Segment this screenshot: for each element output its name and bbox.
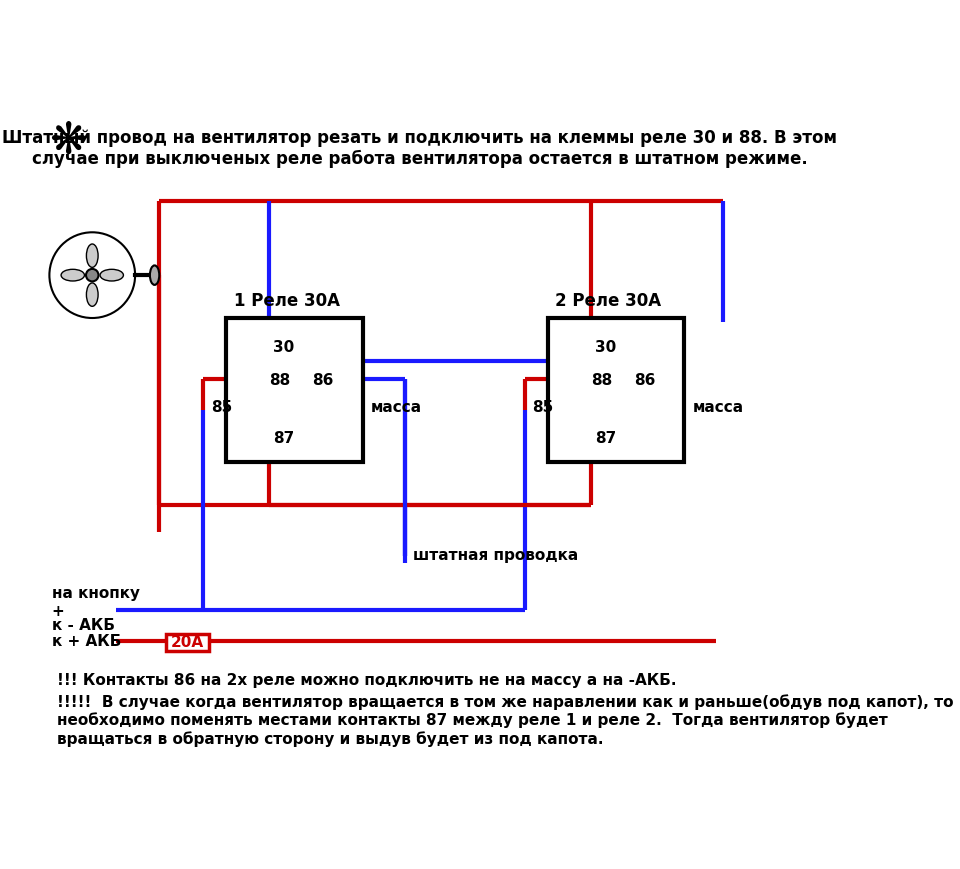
Bar — [166, 634, 209, 651]
Text: 87: 87 — [595, 431, 616, 447]
Text: 88: 88 — [591, 373, 612, 388]
Text: на кнопку
+: на кнопку + — [52, 587, 140, 619]
Text: 30: 30 — [273, 340, 295, 355]
Text: 85: 85 — [533, 400, 554, 415]
Text: 30: 30 — [595, 340, 616, 355]
Text: штатная проводка: штатная проводка — [414, 548, 579, 563]
Text: ❋: ❋ — [49, 119, 86, 163]
Text: 2 Реле 30А: 2 Реле 30А — [556, 292, 661, 310]
Ellipse shape — [100, 269, 124, 281]
Text: !!!!!  В случае когда вентилятор вращается в том же наравлении как и раньше(обду: !!!!! В случае когда вентилятор вращаетс… — [58, 694, 953, 746]
Ellipse shape — [150, 265, 159, 285]
Ellipse shape — [86, 244, 98, 268]
Text: 87: 87 — [273, 431, 295, 447]
Text: к + АКБ: к + АКБ — [52, 634, 121, 649]
Text: 86: 86 — [312, 373, 333, 388]
Bar — [227, 318, 363, 462]
Text: 1 Реле 30А: 1 Реле 30А — [233, 292, 340, 310]
Circle shape — [86, 269, 99, 282]
Bar — [548, 318, 684, 462]
Text: 20А: 20А — [171, 634, 204, 650]
Text: 86: 86 — [634, 373, 655, 388]
Text: !!! Контакты 86 на 2х реле можно подключить не на массу а на -АКБ.: !!! Контакты 86 на 2х реле можно подключ… — [58, 673, 677, 687]
Text: масса: масса — [692, 400, 743, 415]
Text: 85: 85 — [210, 400, 232, 415]
Ellipse shape — [86, 283, 98, 306]
Text: Штатный провод на вентилятор резать и подключить на клеммы реле 30 и 88. В этом
: Штатный провод на вентилятор резать и по… — [2, 129, 837, 168]
Ellipse shape — [61, 269, 84, 281]
Text: 88: 88 — [269, 373, 290, 388]
Text: масса: масса — [371, 400, 421, 415]
Text: к - АКБ: к - АКБ — [52, 619, 115, 634]
